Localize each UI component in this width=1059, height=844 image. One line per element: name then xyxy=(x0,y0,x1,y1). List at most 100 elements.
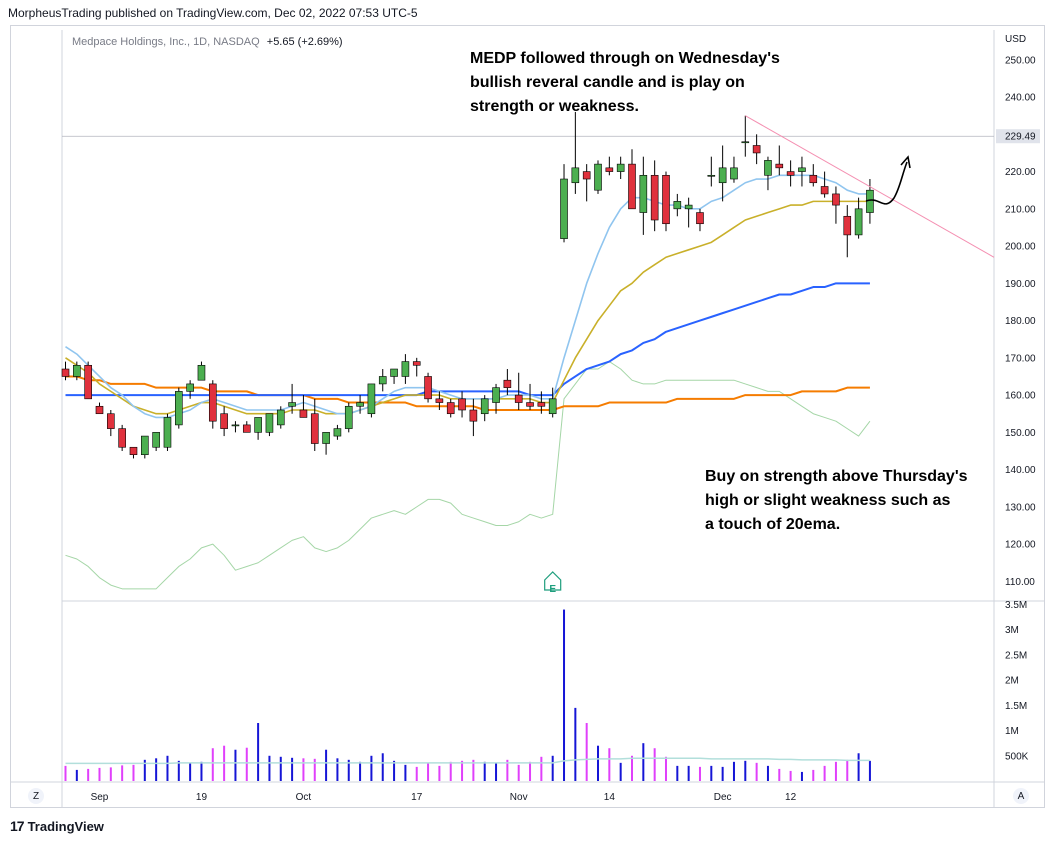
candle xyxy=(718,145,727,202)
volume-bar xyxy=(676,765,679,781)
volume-bar xyxy=(234,749,237,781)
volume-bar xyxy=(574,707,577,781)
candle-body xyxy=(197,364,206,381)
volume-bar xyxy=(336,758,339,781)
candle xyxy=(288,383,296,414)
candle xyxy=(107,410,115,437)
auto-scale-button[interactable]: A xyxy=(1013,788,1029,804)
chart-frame xyxy=(10,25,1045,808)
candle-body xyxy=(514,394,523,403)
volume-tick-label: 500K xyxy=(1005,751,1029,762)
left-scale-button[interactable]: Z xyxy=(28,788,44,804)
volume-bar xyxy=(302,758,305,781)
trendline xyxy=(745,115,995,258)
candle xyxy=(446,398,455,418)
candle-body xyxy=(84,364,92,400)
candle xyxy=(480,395,489,422)
candle-body xyxy=(571,167,580,184)
candle-body xyxy=(299,409,308,418)
candle-body xyxy=(390,368,398,377)
price-tick-label: 200.00 xyxy=(1005,242,1036,253)
earnings-label: E xyxy=(549,584,556,595)
candle-body xyxy=(356,402,364,407)
volume-ma-line xyxy=(65,757,870,765)
candle xyxy=(832,186,840,224)
last-price-label: 229.49 xyxy=(1005,132,1036,143)
candle-body xyxy=(424,376,432,400)
volume-bar xyxy=(177,760,180,781)
candle-body xyxy=(186,383,194,392)
candle-body xyxy=(254,417,262,433)
candle xyxy=(616,156,625,180)
candle xyxy=(492,383,500,414)
candle-body xyxy=(344,405,353,429)
candle-body xyxy=(175,391,183,426)
candle-body xyxy=(220,413,228,429)
candle-body xyxy=(152,432,160,448)
ema50-line xyxy=(65,282,870,397)
volume-bar xyxy=(664,756,667,781)
volume-bar xyxy=(744,760,747,781)
currency-label: USD xyxy=(1005,34,1026,45)
candle xyxy=(594,160,602,194)
volume-tick-label: 2.5M xyxy=(1005,650,1027,661)
overlay: E xyxy=(544,115,995,595)
last-price-badge xyxy=(996,129,1040,144)
candle xyxy=(809,164,818,187)
candle-body xyxy=(401,361,410,377)
volume-bar xyxy=(347,759,350,781)
candle xyxy=(95,402,104,415)
candle xyxy=(752,134,761,165)
candle xyxy=(662,171,670,232)
volume-bar xyxy=(506,759,509,781)
candle-body xyxy=(786,171,795,176)
candle-body xyxy=(673,201,682,210)
date-tick-label: Dec xyxy=(714,792,732,803)
price-tick-label: 220.00 xyxy=(1005,167,1036,178)
volume-bar xyxy=(268,755,271,781)
date-tick-label: 14 xyxy=(604,792,616,803)
candle-body xyxy=(242,424,251,433)
candle xyxy=(605,156,614,176)
volume-bar xyxy=(109,767,112,781)
candle-body xyxy=(650,174,659,221)
candle xyxy=(741,115,750,157)
candle xyxy=(775,145,784,176)
volume-bar xyxy=(755,762,758,781)
date-tick-label: Nov xyxy=(510,792,528,803)
price-tick-label: 140.00 xyxy=(1005,465,1036,476)
candle xyxy=(141,435,149,459)
candle-body xyxy=(594,163,602,191)
candle-body xyxy=(526,402,534,407)
volume-bar xyxy=(483,761,486,781)
candle-body xyxy=(809,174,818,184)
candle-body xyxy=(208,383,217,422)
candle xyxy=(412,357,421,377)
candle xyxy=(186,380,194,399)
volume-bar xyxy=(257,723,260,781)
candle xyxy=(367,383,376,418)
indicator-lines xyxy=(65,174,871,590)
candle-body xyxy=(310,413,319,444)
volume-bar xyxy=(597,745,600,781)
date-tick-label: 17 xyxy=(411,792,423,803)
volume-bar xyxy=(823,765,826,781)
candle xyxy=(820,171,829,198)
volume-bar xyxy=(812,769,815,781)
candle xyxy=(798,156,806,187)
volume-bar xyxy=(291,757,294,781)
volume-bar xyxy=(608,748,611,781)
volume-bar xyxy=(325,749,328,781)
candle xyxy=(764,156,772,191)
volume-bar xyxy=(529,761,532,781)
candle-body xyxy=(741,141,750,144)
candle-body xyxy=(458,398,466,411)
price-tick-label: 240.00 xyxy=(1005,93,1036,104)
candle-body xyxy=(333,428,342,437)
earnings-badge xyxy=(544,571,562,591)
volume-bar xyxy=(415,766,418,781)
volume-bar xyxy=(868,760,871,781)
candle-body xyxy=(752,145,761,154)
volume-bar xyxy=(551,755,554,781)
